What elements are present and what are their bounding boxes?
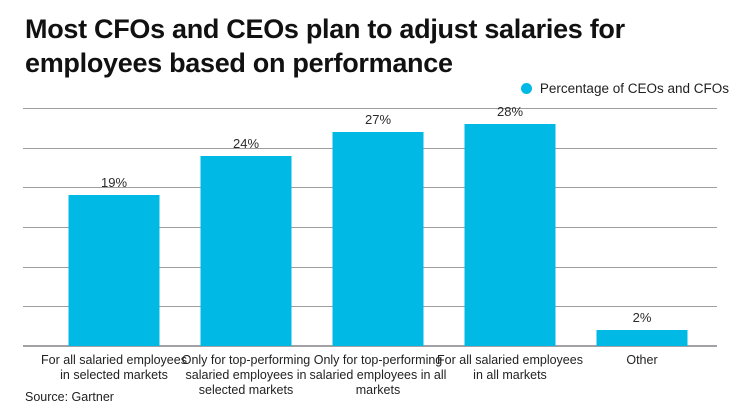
bar-value-label: 24% [232,135,260,151]
legend-dot-icon [520,83,532,94]
gridline [23,108,717,109]
x-axis-line [23,345,717,347]
source-note: Source: Gartner [25,390,114,404]
bar-value-label: 28% [496,103,524,119]
bar [464,123,556,346]
bar-slot: 28% For all salaried employees in all ma… [437,104,583,382]
bar-slot: 24% Only for top-performing salaried emp… [180,108,312,397]
legend: Percentage of CEOs and CFOs [520,80,729,97]
category-label: Other [626,353,658,367]
chart-title: Most CFOs and CEOs plan to adjust salari… [25,14,625,78]
bar [596,330,688,346]
category-label: For all salaried employees in all market… [437,353,583,382]
bar-slot: 19% For all salaried employees in select… [41,108,187,382]
bar-value-label: 19% [100,175,128,191]
bar [200,155,292,346]
bar [68,195,160,346]
category-label: Only for top-performing salaried employe… [181,353,311,397]
legend-label: Percentage of CEOs and CFOs [539,81,729,96]
bar-value-label: 27% [364,111,392,127]
bar-slot: 2% Other [576,108,708,367]
plot-area: 19% For all salaried employees in select… [23,104,717,397]
bar-slot: 27% Only for top-performing salaried emp… [310,108,447,397]
category-label: For all salaried employees in selected m… [41,353,187,382]
bar [332,131,424,346]
bar-value-label: 2% [632,310,652,326]
bars-group: 19% For all salaried employees in select… [41,104,708,397]
category-label: Only for top-performing salaried employe… [309,353,447,397]
